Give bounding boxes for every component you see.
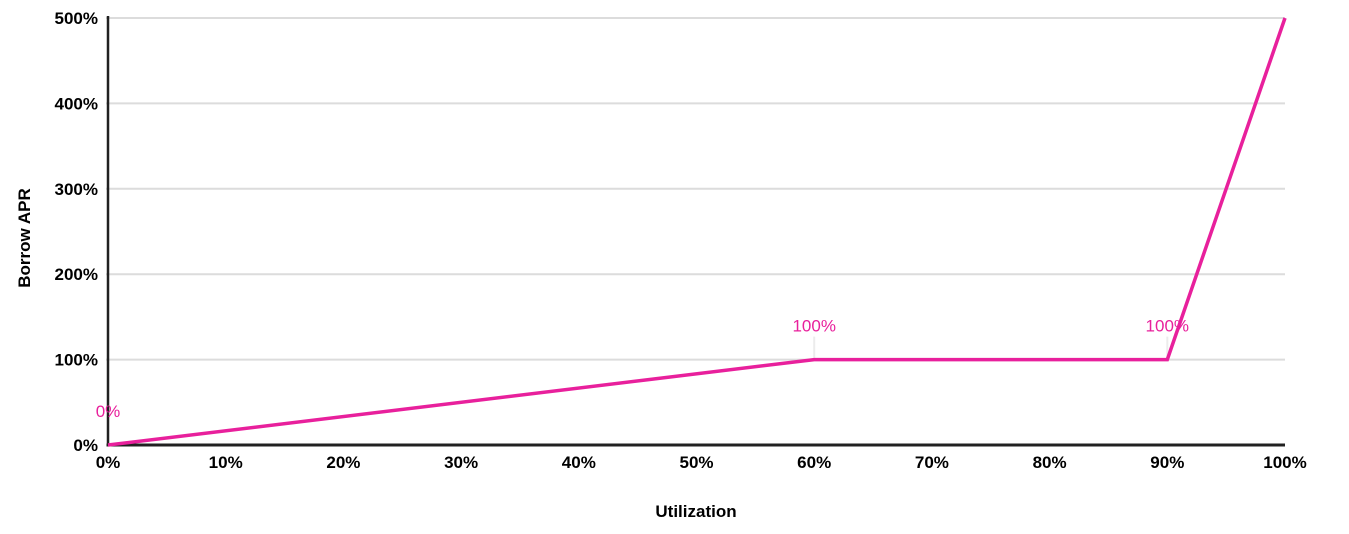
x-tick-label-70: 70%: [915, 453, 949, 472]
point-label-2: 100%: [1146, 317, 1189, 336]
y-tick-label-0: 0%: [73, 436, 98, 455]
x-tick-label-100: 100%: [1263, 453, 1306, 472]
y-tick-label-400: 400%: [55, 94, 98, 113]
x-tick-label-50: 50%: [679, 453, 713, 472]
x-tick-label-90: 90%: [1150, 453, 1184, 472]
y-tick-label-500: 500%: [55, 9, 98, 28]
point-labels: 0% 100% 100%: [96, 317, 1189, 421]
point-label-1: 100%: [792, 317, 835, 336]
y-tick-label-100: 100%: [55, 351, 98, 370]
gridlines: [106, 17, 1285, 361]
x-tick-labels: 0% 10% 20% 30% 40% 50% 60% 70% 80% 90% 100%: [96, 453, 1307, 472]
x-axis-title: Utilization: [655, 502, 736, 521]
x-tick-label-30: 30%: [444, 453, 478, 472]
y-axis-title: Borrow APR: [15, 188, 34, 288]
label-leader-lines: [813, 336, 1169, 360]
x-tick-label-40: 40%: [562, 453, 596, 472]
point-label-0: 0%: [96, 402, 121, 421]
x-tick-label-10: 10%: [209, 453, 243, 472]
series-line-borrow-apr: [107, 17, 1287, 447]
y-tick-label-200: 200%: [55, 265, 98, 284]
x-tick-label-60: 60%: [797, 453, 831, 472]
series-group: [107, 17, 1287, 447]
axes: [106, 16, 1285, 447]
y-tick-label-300: 300%: [55, 180, 98, 199]
x-tick-label-0: 0%: [96, 453, 121, 472]
y-tick-labels: 0% 100% 200% 300% 400% 500%: [55, 9, 98, 455]
x-tick-label-80: 80%: [1033, 453, 1067, 472]
x-tick-label-20: 20%: [326, 453, 360, 472]
